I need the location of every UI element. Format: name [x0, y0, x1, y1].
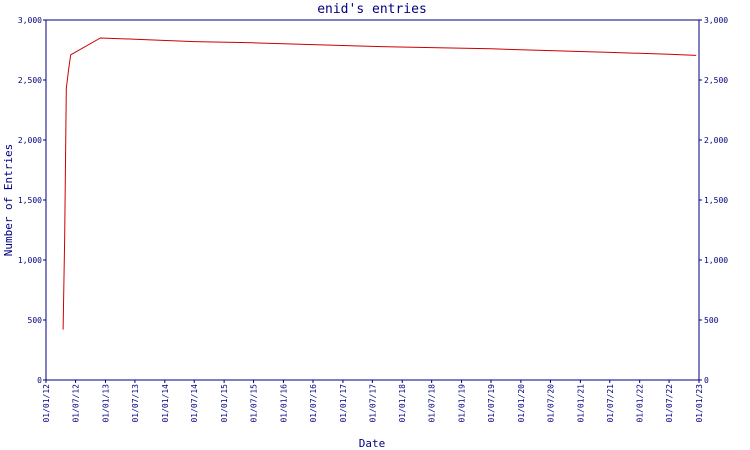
x-tick-label: 01/01/16	[279, 384, 288, 423]
y-tick-label-right: 2,000	[704, 136, 728, 145]
x-tick-label: 01/07/22	[665, 384, 674, 423]
x-tick-label: 01/01/12	[42, 384, 51, 423]
x-tick-label: 01/07/17	[368, 384, 377, 423]
y-tick-label-left: 500	[28, 316, 43, 325]
x-tick-label: 01/01/17	[339, 384, 348, 423]
series-layer	[62, 37, 697, 330]
x-tick-label: 01/07/14	[190, 384, 199, 423]
x-tick-label: 01/01/14	[161, 384, 170, 423]
y-tick-label-right: 1,000	[704, 256, 728, 265]
x-tick-label: 01/01/13	[101, 384, 110, 423]
x-tick-label: 01/01/18	[398, 384, 407, 423]
ticks-layer: 0 0 500 500 1,000 1,000 1,500 1,500 2,000 2,000 2,…	[18, 16, 728, 423]
y-tick-label-left: 0	[37, 376, 42, 385]
x-tick-label: 01/07/19	[487, 384, 496, 423]
y-tick-label-right: 2,500	[704, 76, 728, 85]
x-tick-label: 01/01/21	[576, 384, 585, 423]
y-tick-label-right: 0	[704, 376, 709, 385]
x-tick-label: 01/07/20	[546, 384, 555, 423]
x-tick-label: 01/07/18	[428, 384, 437, 423]
chart-title: enid's entries	[317, 2, 427, 17]
x-tick-label: 01/07/13	[131, 384, 140, 423]
x-tick-label: 01/07/15	[250, 384, 259, 423]
x-tick-label: 01/01/19	[458, 384, 467, 423]
y-tick-label-right: 500	[704, 316, 719, 325]
y-tick-label-right: 3,000	[704, 16, 728, 25]
x-tick-label: 01/01/22	[636, 384, 645, 423]
y-tick-label-left: 3,000	[18, 16, 42, 25]
plot-area-frame	[45, 19, 700, 381]
x-tick-label: 01/07/21	[606, 384, 615, 423]
y-axis-label: Number of Entries	[2, 144, 15, 257]
y-tick-label-left: 2,000	[18, 136, 42, 145]
series-line	[62, 37, 697, 330]
y-tick-label-left: 1,000	[18, 256, 42, 265]
x-tick-label: 01/07/16	[309, 384, 318, 423]
x-axis-label: Date	[359, 437, 386, 450]
x-tick-label: 01/01/23	[695, 384, 704, 423]
x-tick-label: 01/07/12	[72, 384, 81, 423]
y-tick-label-left: 2,500	[18, 76, 42, 85]
y-tick-label-left: 1,500	[18, 196, 42, 205]
x-tick-label: 01/01/15	[220, 384, 229, 423]
x-tick-label: 01/01/20	[517, 384, 526, 423]
y-tick-label-right: 1,500	[704, 196, 728, 205]
